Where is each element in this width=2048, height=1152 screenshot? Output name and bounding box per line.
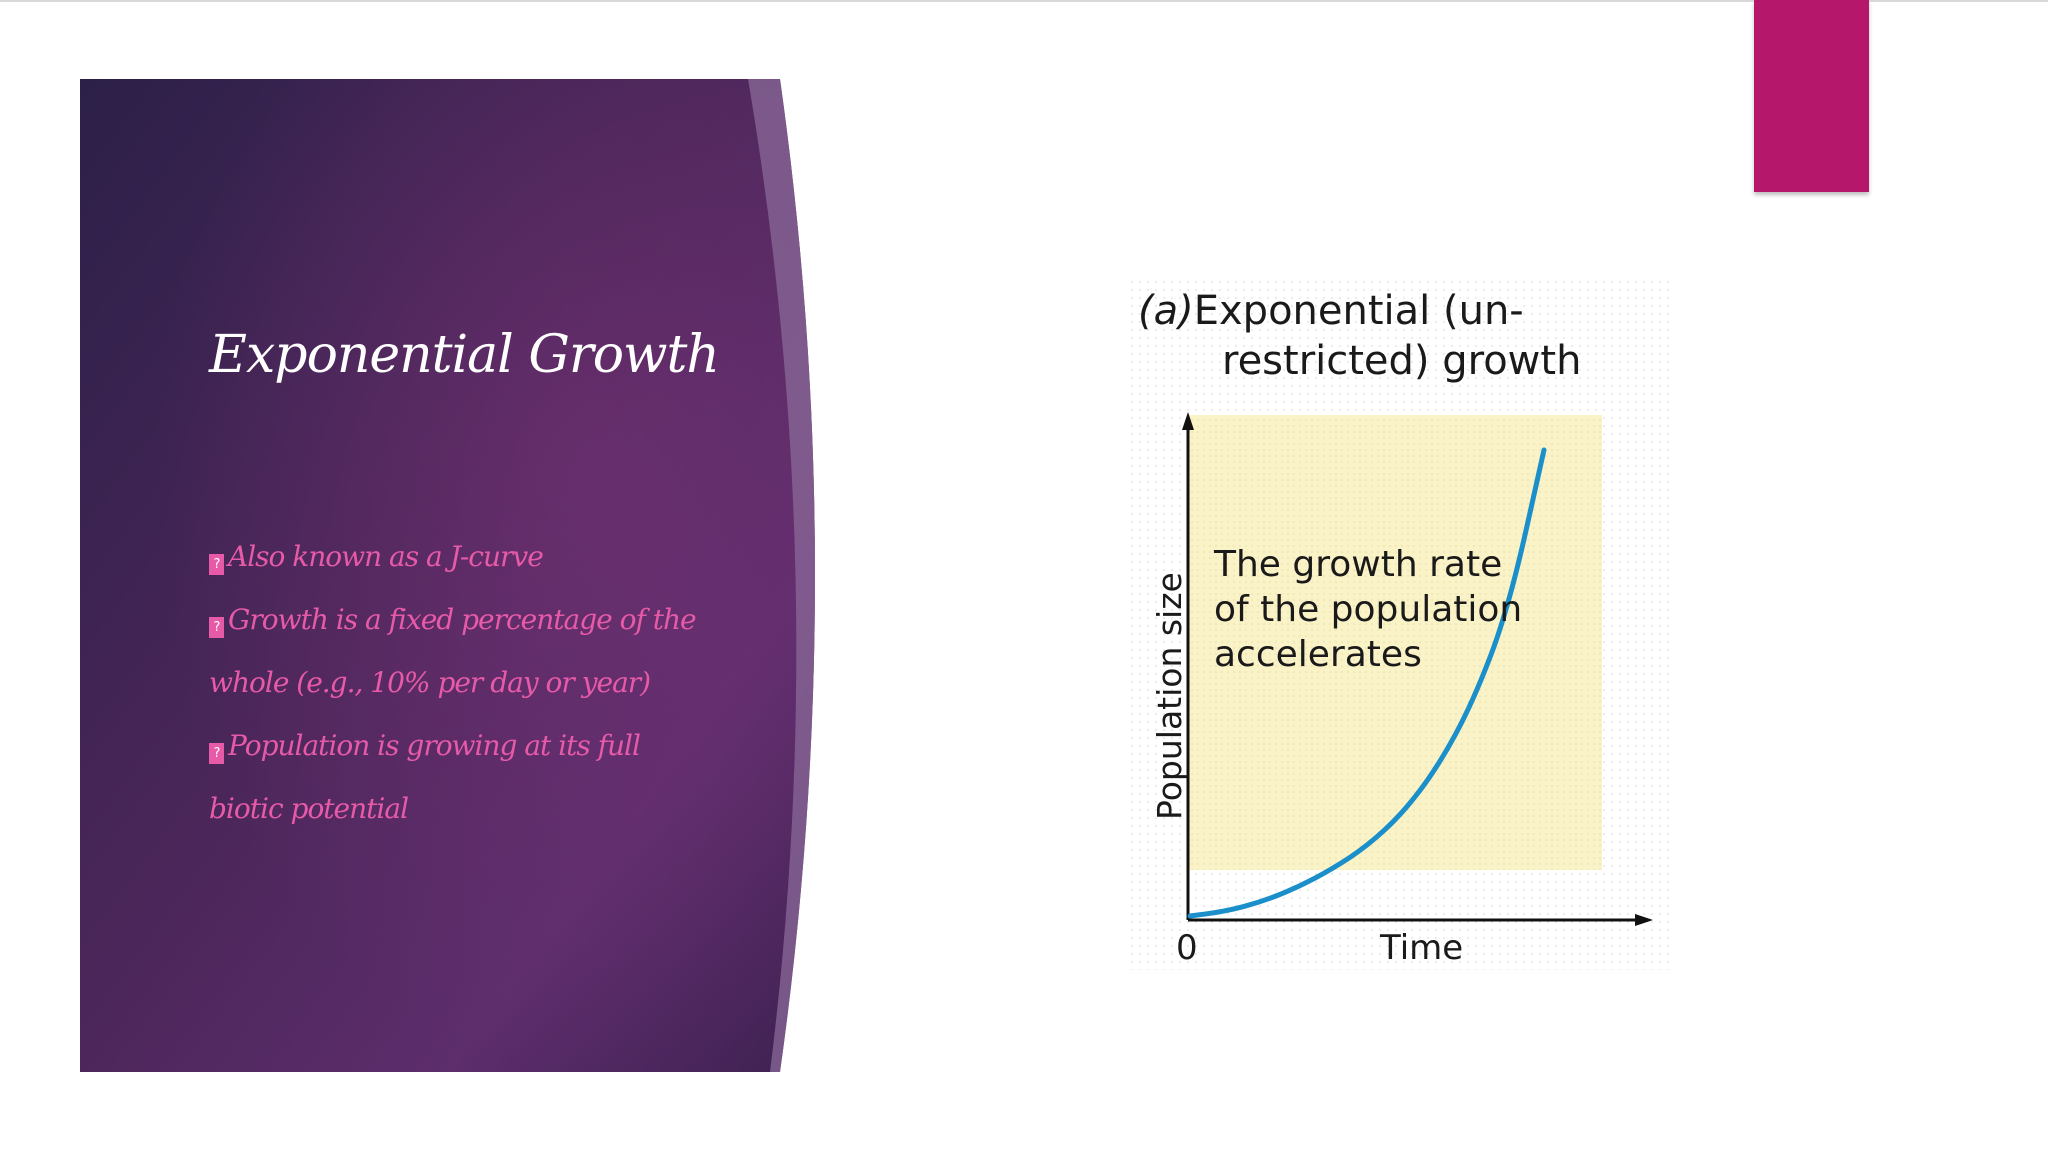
- figure-title-line2: restricted) growth: [1222, 338, 1582, 384]
- bullet-list: ? Also known as a J-curve ? Growth is a fi…: [209, 525, 697, 840]
- x-axis-label: Time: [1380, 928, 1464, 968]
- chart-svg: [1130, 280, 1670, 970]
- title-panel: [80, 79, 840, 1072]
- figure-title: (a)Exponential (un- restricted) growth: [1138, 286, 1581, 386]
- bullet-icon: ?: [209, 743, 224, 764]
- bullet-text: Growth is a fixed percentage of the: [228, 603, 697, 636]
- slide-title: Exponential Growth: [209, 325, 720, 385]
- bullet-item: ? Also known as a J-curve: [209, 525, 669, 588]
- annotation-line: accelerates: [1214, 634, 1422, 675]
- bullet-continuation: biotic potential: [209, 792, 409, 825]
- figure-title-line1: Exponential (un-: [1193, 288, 1524, 334]
- bullet-continuation: whole (e.g., 10% per day or year): [209, 666, 651, 699]
- top-border: [0, 0, 2048, 2]
- x-origin-label: 0: [1176, 928, 1198, 968]
- growth-curve: [1187, 447, 1547, 919]
- y-axis-label: Population size: [1150, 572, 1189, 820]
- exponential-growth-figure: (a)Exponential (un- restricted) growth P…: [1130, 280, 1670, 970]
- bullet-text: Also known as a J-curve: [228, 540, 544, 573]
- y-axis-arrow: [1182, 412, 1194, 430]
- annotation-line: of the population: [1214, 589, 1523, 630]
- bullet-item: ? Growth is a fixed percentage of the: [209, 588, 697, 651]
- bullet-icon: ?: [209, 554, 224, 575]
- figure-letter: (a): [1138, 288, 1194, 334]
- bullet-text: Population is growing at its full: [228, 729, 641, 762]
- curve-annotation: The growth rate of the population accele…: [1214, 542, 1522, 677]
- annotation-line: The growth rate: [1214, 544, 1503, 585]
- bullet-icon: ?: [209, 617, 224, 638]
- bullet-item: ? Population is growing at its full: [209, 714, 669, 777]
- x-axis-arrow: [1635, 914, 1653, 926]
- accent-tab: [1754, 0, 1869, 192]
- panel-background: [80, 79, 815, 1072]
